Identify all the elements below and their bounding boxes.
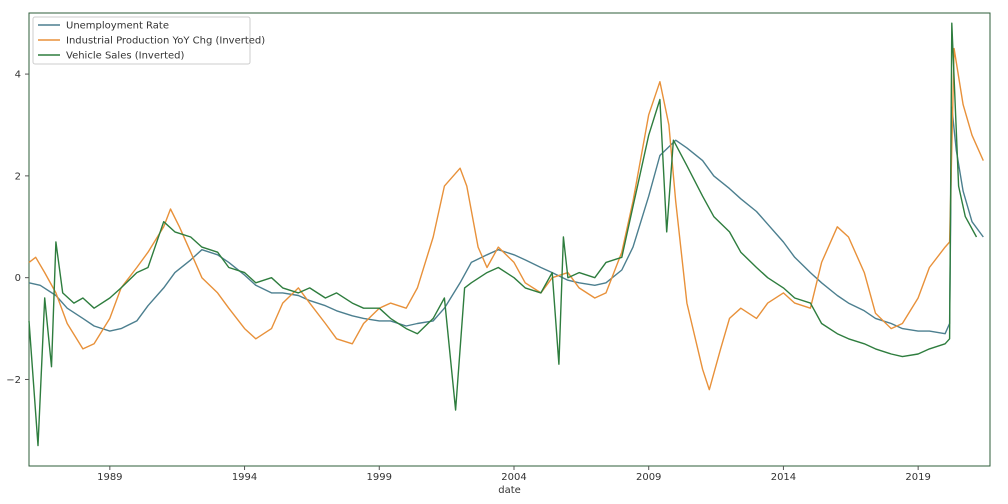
- legend-label-3: Vehicle Sales (Inverted): [66, 51, 185, 62]
- y-tick-label: 2: [15, 171, 21, 182]
- series-layer: [28, 22, 984, 447]
- legend-label-1: Unemployment Rate: [66, 21, 169, 32]
- x-tick-label: 1994: [232, 472, 257, 483]
- series-line-1: [28, 106, 984, 335]
- x-tick-label: 1989: [97, 472, 122, 483]
- y-axis-ticks: −2 0 2 4: [6, 70, 29, 386]
- y-tick-label: 0: [15, 273, 21, 284]
- x-tick-label: 2019: [905, 472, 930, 483]
- x-axis-ticks: 1989 1994 1999 2004 2009 2014 2019: [97, 466, 931, 483]
- x-tick-label: 2004: [501, 472, 526, 483]
- y-tick-label: 4: [15, 70, 21, 81]
- y-tick-label: −2: [6, 375, 21, 386]
- x-tick-label: 1999: [367, 472, 392, 483]
- x-axis-title: date: [498, 485, 521, 496]
- x-tick-label: 2009: [636, 472, 661, 483]
- plot-area: [28, 12, 991, 467]
- series-line-3: [28, 22, 978, 447]
- legend-label-2: Industrial Production YoY Chg (Inverted): [66, 36, 265, 47]
- x-tick-label: 2014: [771, 472, 796, 483]
- legend: Unemployment Rate Industrial Production Y…: [32, 16, 265, 65]
- legend-box: [32, 16, 251, 65]
- series-line-2: [28, 47, 984, 391]
- legend-items: Unemployment Rate Industrial Production Y…: [38, 21, 265, 62]
